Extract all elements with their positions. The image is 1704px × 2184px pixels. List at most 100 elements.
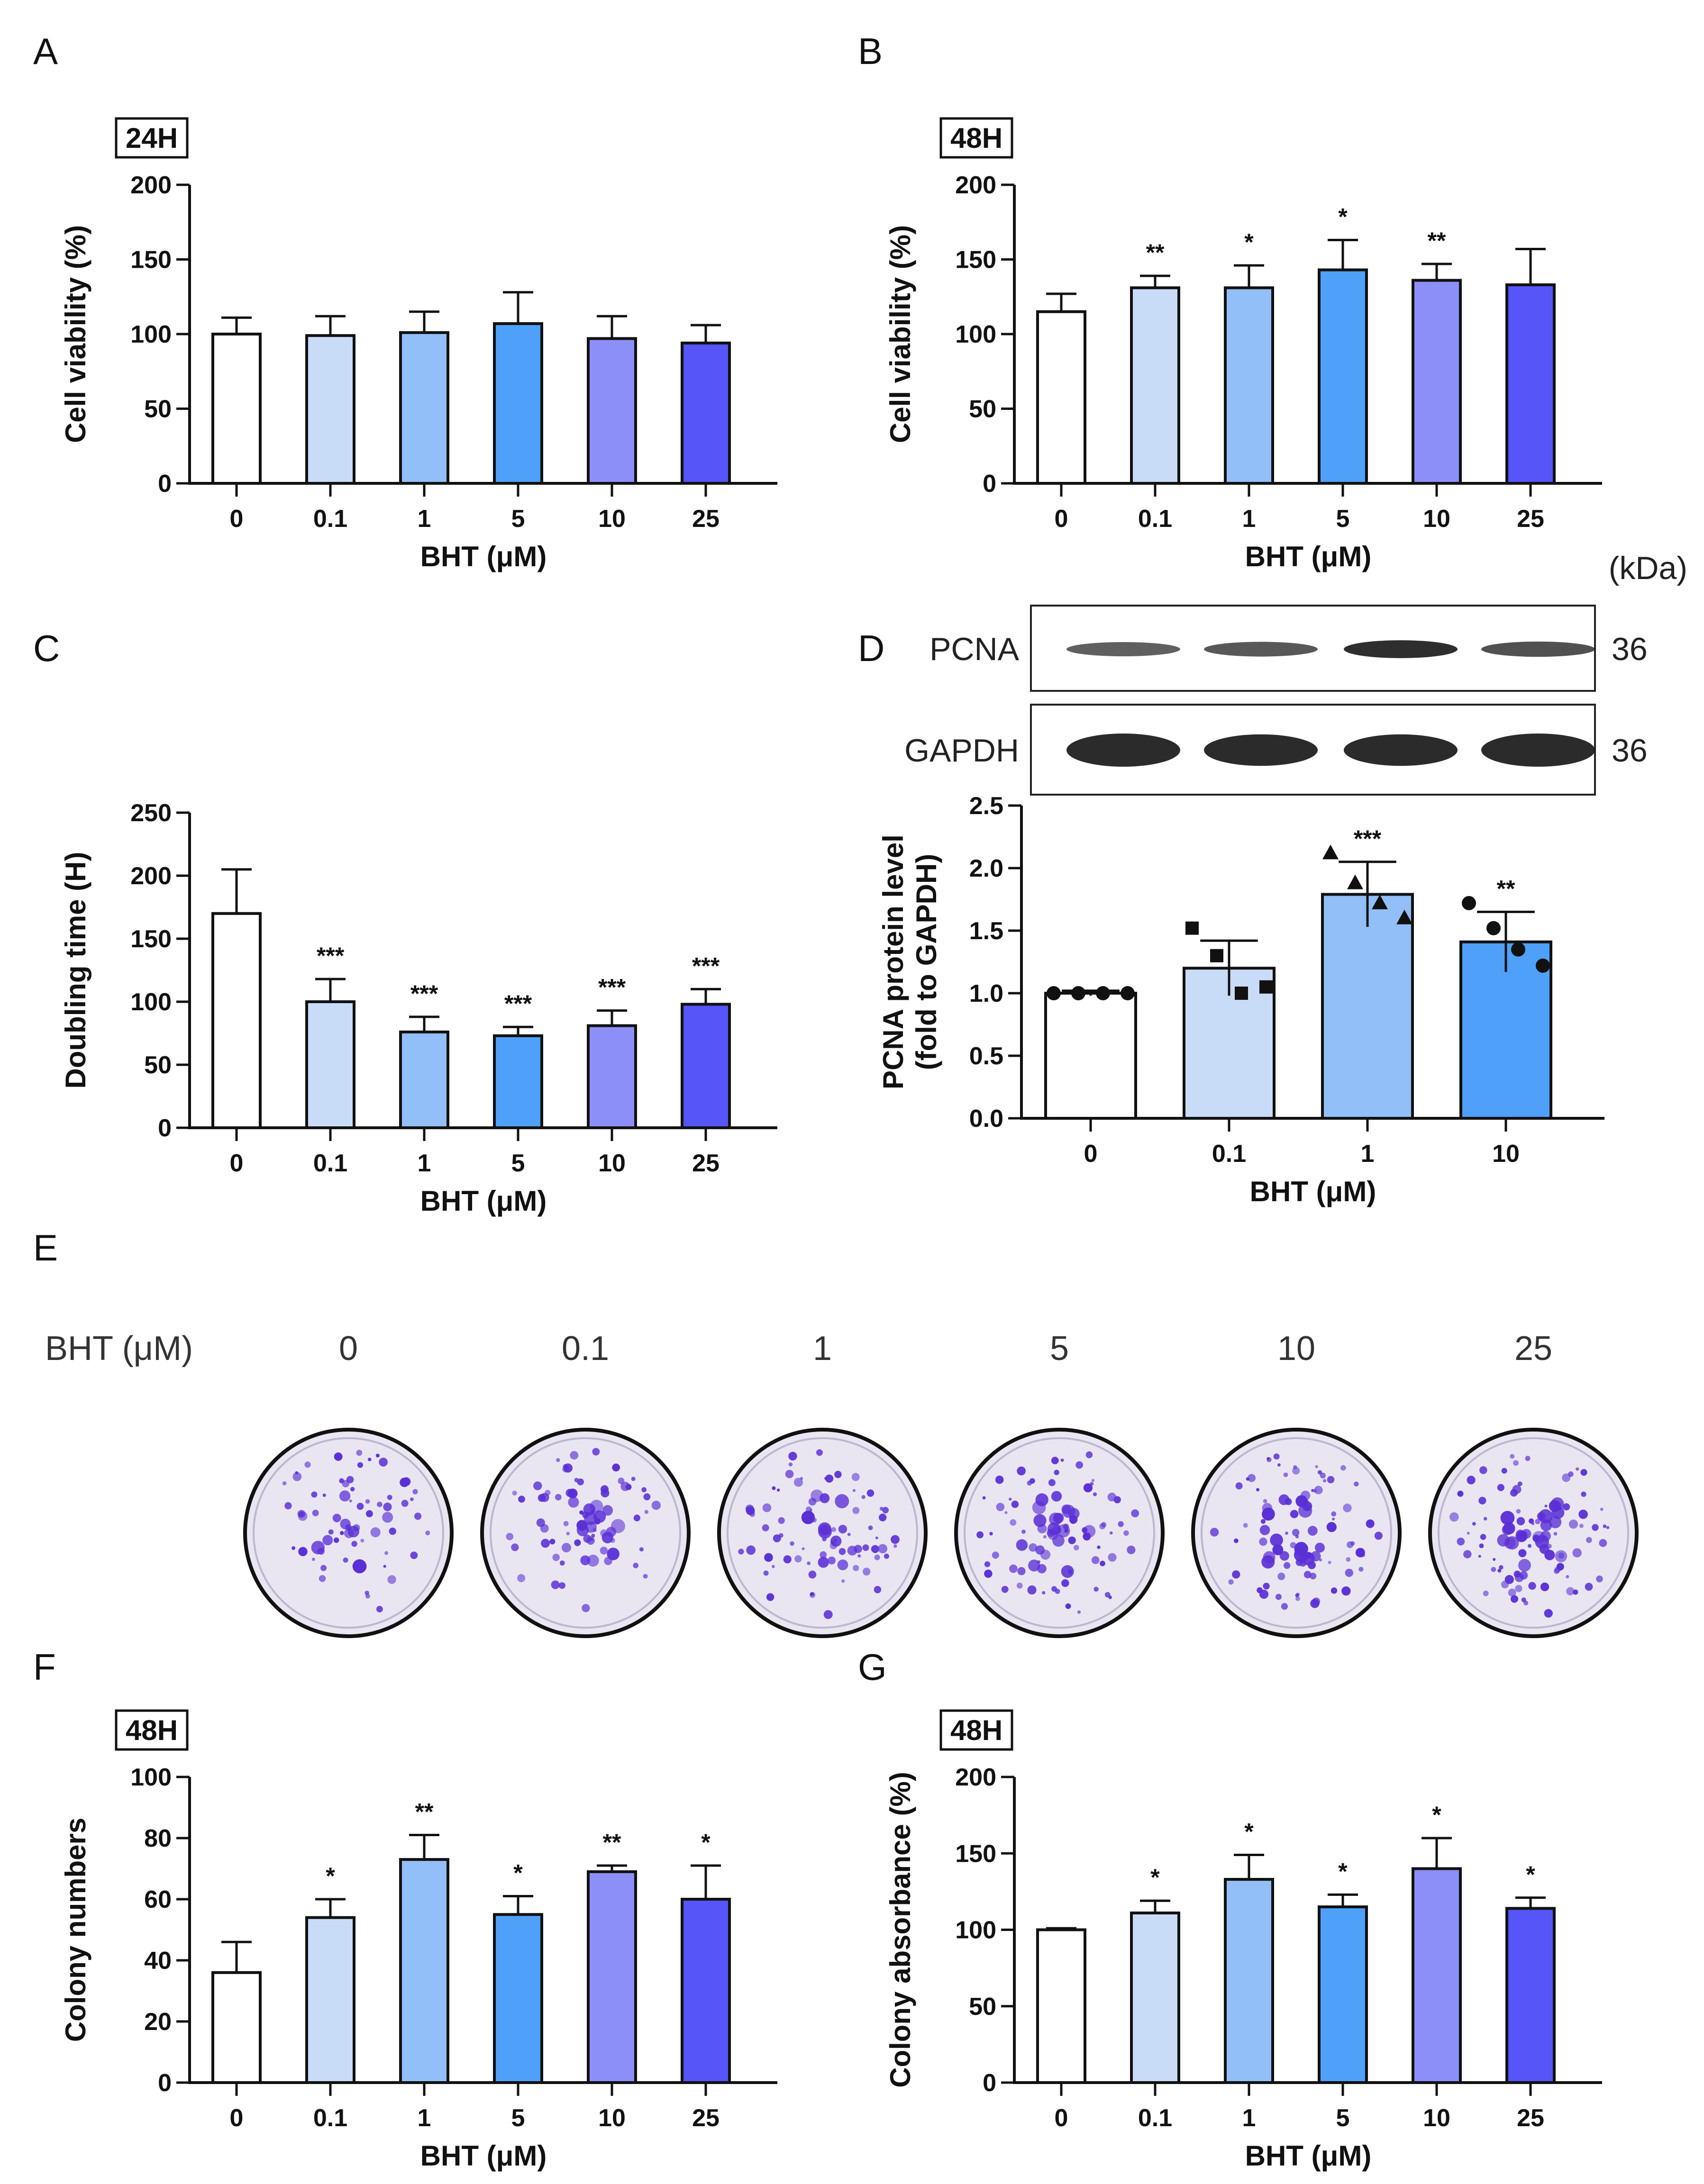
colony-spot (1307, 1561, 1316, 1569)
y-tick-label-f: 20 (144, 2008, 172, 2036)
y-tick-label-d: 0.0 (969, 1105, 1003, 1133)
colony-spot (1085, 1451, 1093, 1459)
colony-spot (1100, 1560, 1105, 1567)
colony-spot (1368, 1521, 1372, 1525)
colony-spot (1501, 1468, 1507, 1474)
colony-spot (1538, 1509, 1553, 1523)
culture-dish-rim (727, 1437, 918, 1629)
y-tick-label-a: 0 (158, 470, 172, 498)
colony-spot (984, 1561, 991, 1568)
colony-spot (1314, 1542, 1325, 1553)
significance-f: * (513, 1860, 523, 1886)
colony-spot (1123, 1530, 1129, 1536)
x-tick-label-a: 0.1 (313, 505, 347, 533)
blot-band (1066, 734, 1180, 767)
colony-spot (1500, 1511, 1515, 1525)
colony-spot (1531, 1522, 1535, 1525)
colony-spot (1563, 1503, 1570, 1511)
colony-spot (1001, 1586, 1009, 1593)
colony-spot (1069, 1515, 1078, 1524)
colony-spot (568, 1496, 579, 1508)
significance-c: *** (410, 980, 438, 1007)
colony-spot (1521, 1597, 1526, 1603)
data-point-d (1259, 980, 1273, 994)
colony-spot (383, 1565, 386, 1568)
colony-spot (1343, 1504, 1352, 1513)
colony-spot (801, 1511, 815, 1524)
colony-spot (984, 1569, 993, 1578)
colony-spot (1330, 1587, 1338, 1594)
colony-spot (1497, 1568, 1502, 1573)
x-tick-label-g: 25 (1517, 2104, 1544, 2132)
panel-letter-d: D (858, 627, 884, 669)
colony-spot (1516, 1529, 1524, 1538)
bar-a (211, 333, 262, 485)
y-tick-label-c: 250 (130, 799, 172, 827)
colony-spot (410, 1497, 414, 1501)
bar-c (305, 1000, 355, 1129)
bar-c (681, 1003, 731, 1130)
significance-c: *** (504, 990, 532, 1017)
colony-spot (1592, 1524, 1599, 1531)
data-point-d (1347, 874, 1363, 889)
data-point-d (1210, 949, 1223, 962)
colony-spot (1295, 1593, 1299, 1597)
y-axis-title-g: Colony absorbance (%) (884, 1772, 916, 2088)
y-axis-title-a: Cell viability (%) (60, 225, 91, 443)
colony-spot (1048, 1479, 1056, 1486)
colony-spot (1259, 1537, 1267, 1546)
colony-spot (771, 1565, 775, 1568)
colony-spot (862, 1544, 869, 1551)
colony-spot (1566, 1587, 1575, 1595)
colony-spot (1107, 1492, 1117, 1502)
colony-spot (793, 1477, 803, 1487)
colony-spot (1549, 1516, 1562, 1529)
blot-band (1481, 734, 1595, 767)
colony-spot (1322, 1479, 1327, 1483)
colony-spot (586, 1536, 595, 1545)
colony-spot (1017, 1567, 1026, 1576)
colony-spot (1314, 1486, 1323, 1495)
culture-dish-rim (964, 1437, 1155, 1629)
y-tick-label-g: 100 (955, 1917, 996, 1944)
x-tick-label-b: 25 (1517, 505, 1544, 533)
y-tick-label-c: 150 (130, 925, 172, 953)
colony-spot (1568, 1471, 1574, 1477)
bar-a (399, 331, 449, 485)
colony-spot (851, 1473, 860, 1481)
colony-spot (874, 1554, 880, 1560)
bar-g (1036, 1928, 1086, 2084)
colony-spot (370, 1527, 381, 1538)
x-tick-label-a: 25 (692, 505, 720, 533)
colony-spot (375, 1453, 380, 1458)
colony-spot (379, 1458, 388, 1467)
colony-spot (1052, 1525, 1062, 1535)
colony-spot (1311, 1489, 1314, 1492)
culture-dish-rim (1201, 1437, 1392, 1629)
colony-spot (1009, 1564, 1018, 1573)
colony-spot (1585, 1583, 1593, 1591)
colony-spot (377, 1502, 383, 1507)
colony-spot (1284, 1562, 1291, 1569)
colony-spot (838, 1524, 847, 1534)
colony-spot (810, 1592, 814, 1596)
colony-spot (1467, 1532, 1470, 1535)
panel-letter-c: C (33, 627, 60, 669)
colony-spot (582, 1604, 590, 1613)
colony-spot (298, 1547, 308, 1557)
colony-spot (1551, 1506, 1565, 1519)
colony-spot (506, 1532, 514, 1541)
colony-spot (333, 1537, 339, 1543)
colony-spot (878, 1544, 888, 1554)
colony-spot (1596, 1575, 1603, 1583)
western-blot: (kDa) PCNA 36 GAPDH 36 (904, 550, 1687, 796)
colony-spot (1540, 1582, 1549, 1591)
culture-dish-rim (253, 1437, 444, 1629)
x-tick-label-c: 10 (598, 1150, 626, 1177)
colony-spot (602, 1505, 613, 1516)
colony-spot (1579, 1523, 1584, 1528)
colony-spot (1327, 1476, 1335, 1484)
colony-spot (559, 1560, 565, 1566)
colony-spot (318, 1548, 325, 1555)
significance-d: *** (1354, 825, 1382, 852)
